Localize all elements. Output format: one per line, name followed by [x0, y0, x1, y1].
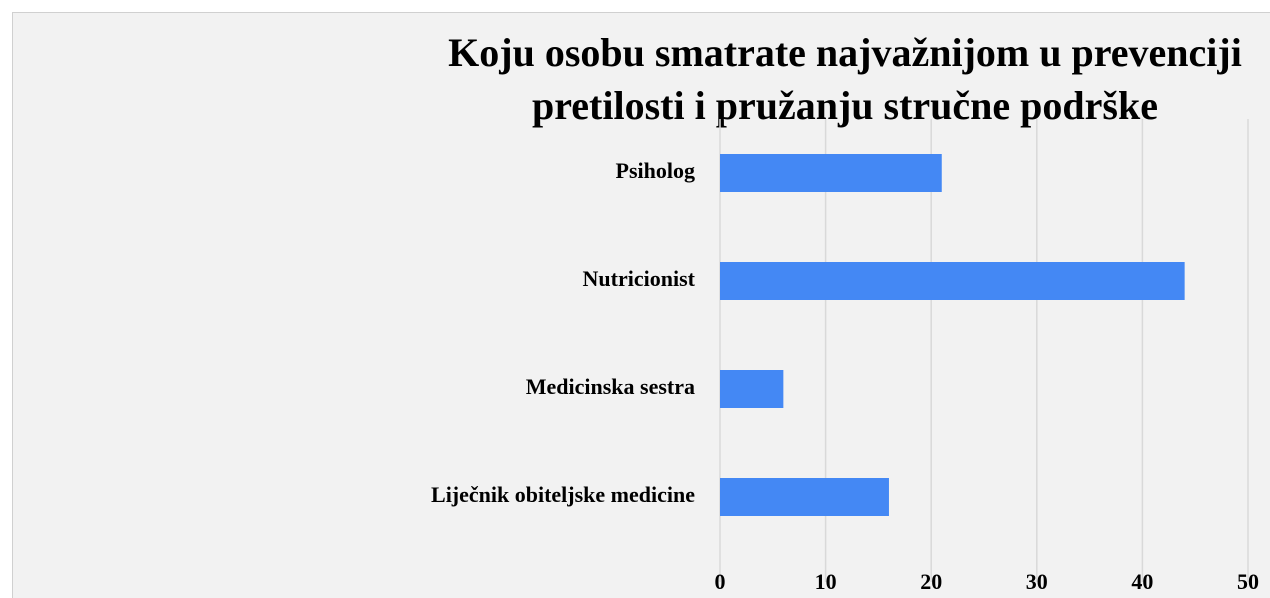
chart-background: [12, 12, 1270, 598]
bar: [720, 262, 1185, 300]
x-tick-label: 0: [715, 569, 726, 594]
y-tick-label: Liječnik obiteljske medicine: [431, 482, 695, 507]
bar: [720, 370, 784, 408]
y-tick-label: Psiholog: [616, 158, 695, 183]
bar: [720, 478, 889, 516]
x-tick-label: 30: [1026, 569, 1048, 594]
bar: [720, 154, 942, 192]
x-tick-label: 10: [815, 569, 837, 594]
y-tick-label: Medicinska sestra: [526, 374, 695, 399]
chart-title: Koju osobu smatrate najvažnijom u preven…: [448, 30, 1242, 75]
x-tick-label: 40: [1131, 569, 1153, 594]
chart-title: pretilosti i pružanju stručne podrške: [532, 83, 1158, 128]
y-tick-label: Nutricionist: [583, 266, 696, 291]
x-tick-label: 50: [1237, 569, 1259, 594]
x-tick-label: 20: [920, 569, 942, 594]
